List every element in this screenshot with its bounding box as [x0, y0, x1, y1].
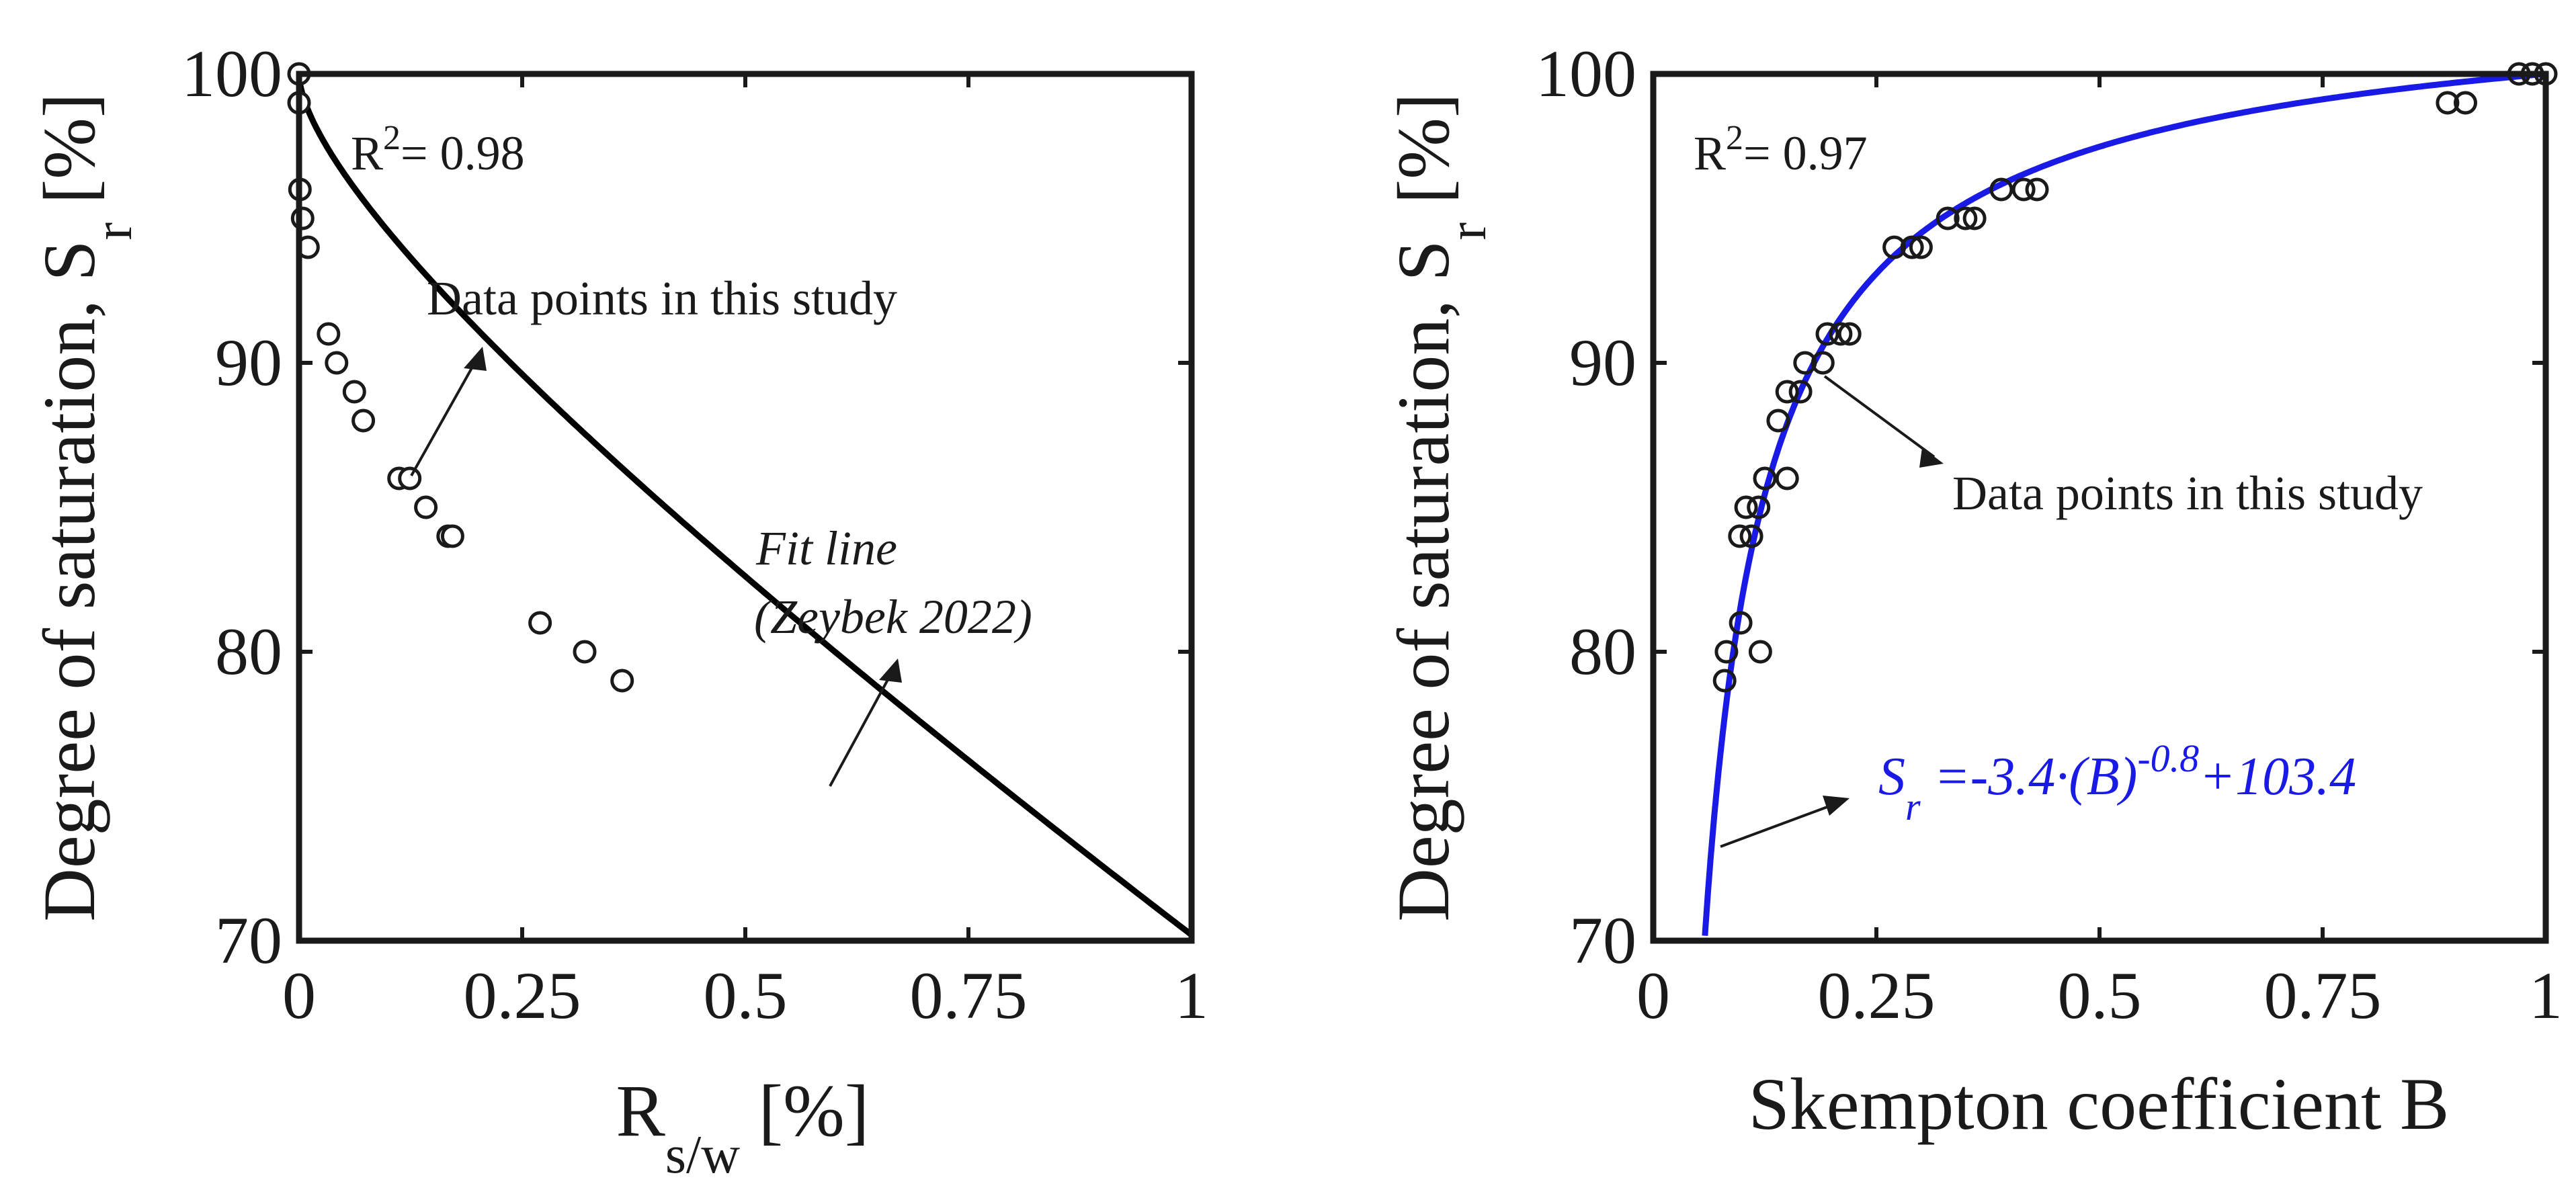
right-panel: 0 0.25 0.5 0.75 1 70 80 90 100 Skempton coeffic… — [1382, 36, 2563, 1145]
data-point — [1954, 206, 1978, 230]
data-point — [1753, 466, 1777, 491]
data-point — [1829, 322, 1853, 346]
data-point — [325, 351, 349, 375]
data-point — [1739, 524, 1763, 548]
data-point — [1811, 351, 1835, 375]
right-points-annotation: Data points in this study — [1952, 466, 2423, 520]
left-panel: 0 0.25 0.5 0.75 1 70 80 90 100 Rs/w [%] Degree … — [28, 36, 1208, 1185]
right-points-arrowhead — [1919, 447, 1944, 468]
data-point — [440, 524, 464, 548]
right-y-axis-label: Degree of saturation, Sr [%] — [1382, 93, 1497, 921]
left-axes-box — [296, 71, 1195, 944]
data-point — [1775, 466, 1799, 491]
data-point — [1788, 380, 1813, 404]
x-tick-label: 0.5 — [704, 958, 788, 1033]
data-point — [1837, 322, 1862, 346]
data-point — [1747, 495, 1771, 519]
left-fit-line — [296, 74, 1194, 937]
data-point — [342, 380, 366, 404]
data-point — [528, 611, 552, 635]
data-point — [1962, 206, 1987, 230]
data-point — [1714, 640, 1739, 664]
data-point — [1748, 640, 1772, 664]
data-point — [1728, 524, 1752, 548]
x-tick-label: 0.25 — [1818, 958, 1936, 1033]
right-equation-arrow — [1720, 802, 1839, 848]
data-point — [1900, 235, 1924, 259]
y-tick-label: 80 — [1569, 614, 1636, 689]
x-tick-label: 0 — [1636, 958, 1670, 1033]
left-x-axis-label: Rs/w [%] — [616, 1070, 870, 1185]
data-point — [573, 640, 597, 664]
y-tick-label: 70 — [1569, 903, 1636, 978]
right-x-axis-label: Skempton coefficient B — [1749, 1063, 2450, 1145]
data-point — [351, 409, 376, 433]
left-r2-label: R2= 0.98 — [351, 119, 525, 180]
y-tick-label: 100 — [181, 36, 282, 111]
y-tick-label: 90 — [1569, 325, 1636, 400]
data-point — [2436, 91, 2460, 115]
right-points-arrow — [1823, 375, 1936, 458]
right-x-tick-labels: 0 0.25 0.5 0.75 1 — [1636, 958, 2563, 1033]
x-tick-label: 0.25 — [464, 958, 581, 1033]
data-point — [1775, 380, 1799, 404]
x-tick-label: 0 — [282, 958, 316, 1033]
data-point — [1882, 235, 1907, 259]
data-point — [1936, 206, 1960, 230]
right-y-tick-labels: 70 80 90 100 — [1536, 36, 1636, 978]
data-point — [2454, 91, 2477, 115]
data-point — [1793, 351, 1817, 375]
data-point — [1729, 611, 1753, 635]
y-tick-label: 80 — [215, 614, 282, 689]
y-tick-label: 90 — [215, 325, 282, 400]
left-points-arrow — [410, 355, 480, 476]
x-tick-label: 0.75 — [910, 958, 1028, 1033]
right-axes-box — [1650, 71, 2549, 944]
data-point — [1712, 669, 1737, 693]
left-fit-label-line1: Fit line — [755, 521, 897, 575]
left-y-axis-label: Degree of saturation, Sr [%] — [28, 93, 143, 921]
left-y-tick-labels: 70 80 90 100 — [181, 36, 282, 978]
data-point — [1734, 495, 1758, 519]
x-tick-label: 1 — [2529, 958, 2563, 1033]
left-fit-label-line2: (Zeybek 2022) — [754, 590, 1032, 644]
data-point — [317, 322, 341, 346]
right-fit-equation: Sr =-3.4·(B)-0.8+103.4 — [1878, 736, 2356, 828]
right-equation-arrowhead — [1823, 796, 1850, 816]
x-tick-label: 0.5 — [2058, 958, 2142, 1033]
left-x-tick-labels: 0 0.25 0.5 0.75 1 — [282, 958, 1208, 1033]
data-point — [398, 466, 422, 491]
y-tick-label: 100 — [1536, 36, 1636, 111]
right-r2-label: R2= 0.97 — [1694, 119, 1868, 180]
data-point — [2011, 177, 2036, 202]
x-tick-label: 0.75 — [2264, 958, 2382, 1033]
data-point — [1815, 322, 1839, 346]
y-tick-label: 70 — [215, 903, 282, 978]
data-point — [1766, 409, 1790, 433]
data-point — [1909, 235, 1933, 259]
data-point — [610, 669, 634, 693]
data-point — [290, 206, 315, 230]
data-point — [2025, 177, 2049, 202]
left-points-arrowhead — [464, 347, 487, 371]
data-point — [1989, 177, 2013, 202]
left-fit-arrow — [829, 668, 895, 787]
x-tick-label: 1 — [1175, 958, 1208, 1033]
data-point — [414, 495, 438, 519]
left-fit-arrowhead — [879, 658, 902, 683]
left-points-annotation: Data points in this study — [427, 271, 897, 325]
